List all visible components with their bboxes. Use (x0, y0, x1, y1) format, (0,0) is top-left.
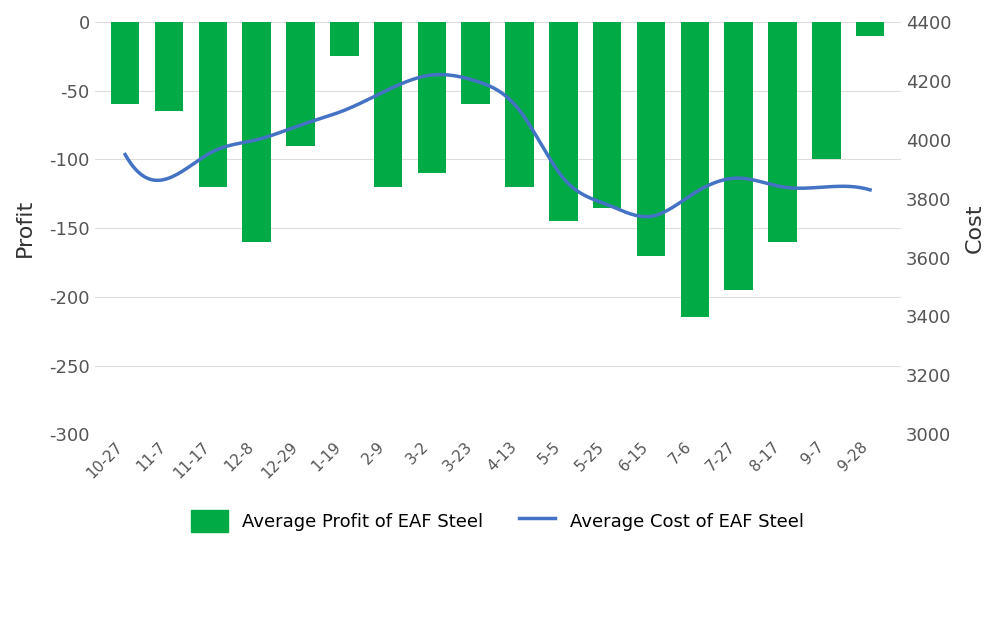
Bar (681, 22, 709, 318)
Bar (286, 22, 315, 146)
Bar (505, 22, 534, 187)
Bar (724, 22, 753, 290)
Y-axis label: Profit: Profit (15, 199, 35, 258)
Legend: Average Profit of EAF Steel, Average Cost of EAF Steel: Average Profit of EAF Steel, Average Cos… (182, 501, 813, 541)
Bar (418, 22, 446, 173)
Bar (330, 22, 359, 56)
Bar (812, 22, 841, 159)
Bar (549, 22, 578, 221)
Bar (199, 22, 227, 187)
Bar (111, 22, 139, 104)
Bar (768, 22, 797, 242)
Y-axis label: Cost: Cost (965, 203, 985, 253)
Bar (461, 22, 490, 104)
Bar (242, 22, 271, 242)
Bar (856, 22, 884, 36)
Bar (155, 22, 183, 111)
Bar (637, 22, 665, 256)
Bar (593, 22, 621, 208)
Bar (374, 22, 402, 187)
